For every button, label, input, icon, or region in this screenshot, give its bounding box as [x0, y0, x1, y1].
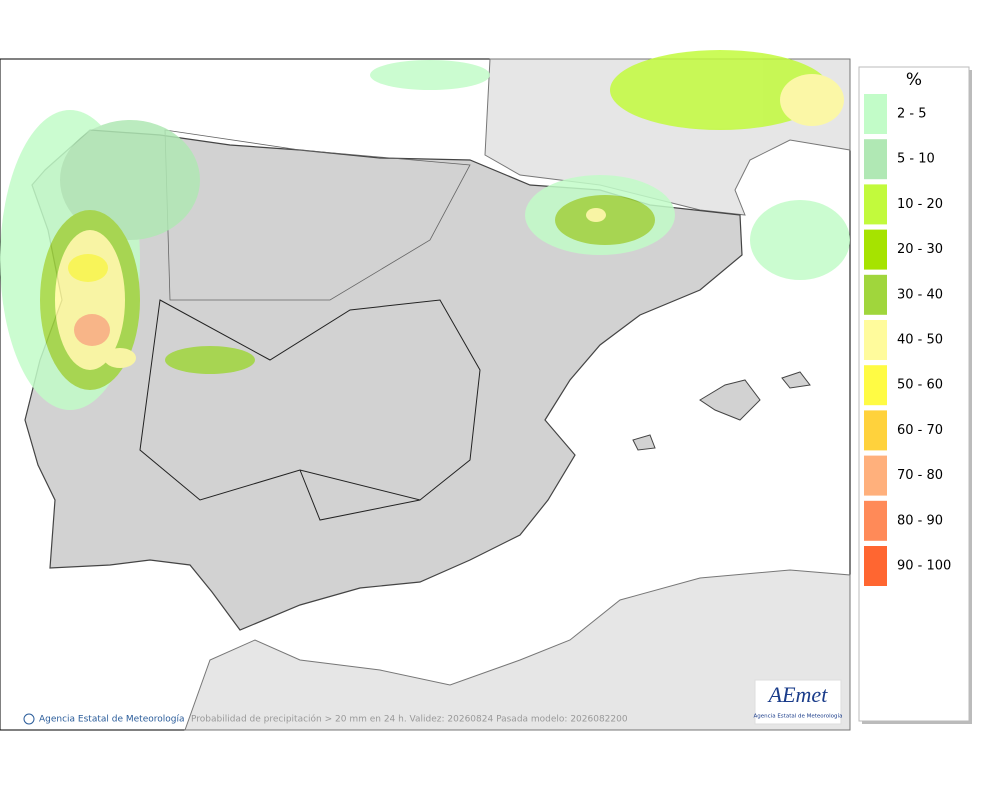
- legend-swatch: [864, 410, 887, 451]
- logo-box: [754, 679, 842, 725]
- legend-swatch: [864, 139, 887, 180]
- legend-label: 20 - 30: [897, 242, 943, 257]
- logo-name: AEmet: [767, 682, 829, 707]
- footer: Agencia Estatal de Meteorología Probabil…: [23, 713, 628, 725]
- copyright-icon: [23, 713, 35, 725]
- legend-swatch: [864, 500, 887, 541]
- caption: Probabilidad de precipitación > 20 mm en…: [191, 714, 628, 725]
- legend-label: 5 - 10: [897, 152, 935, 167]
- legend-label: 10 - 20: [897, 197, 943, 212]
- credit: Agencia Estatal de Meteorología: [39, 715, 185, 725]
- legend-label: 2 - 5: [897, 107, 927, 122]
- logo: AEmet Agencia Estatal de Meteorología: [754, 679, 843, 725]
- menorca: [781, 371, 811, 389]
- mallorca: [699, 379, 761, 421]
- logo-subtitle: Agencia Estatal de Meteorología: [754, 713, 843, 720]
- legend-label: 50 - 60: [897, 378, 943, 393]
- probability-field: [0, 50, 850, 410]
- legend-label: 40 - 50: [897, 333, 943, 348]
- legend-swatch: [864, 546, 887, 586]
- iberia: [24, 129, 743, 631]
- legend-swatch: [864, 455, 887, 496]
- legend-title: %: [906, 70, 922, 90]
- africa: [184, 569, 851, 731]
- legend-swatch: [864, 274, 887, 315]
- legend-label: 30 - 40: [897, 287, 943, 302]
- legend-label: 80 - 90: [897, 513, 943, 528]
- legend-label: 90 - 100: [897, 559, 951, 574]
- borders: [139, 299, 481, 521]
- legend-swatch: [864, 365, 887, 406]
- legend-label: 70 - 80: [897, 468, 943, 483]
- regions: [164, 129, 471, 301]
- legend-label: 60 - 70: [897, 423, 943, 438]
- legend-swatch: [864, 320, 887, 360]
- legend: % 2 - 5 5 - 10 10 - 20 20 - 30 30 - 40 40 - 5…: [858, 66, 972, 724]
- legend-swatch: [864, 184, 887, 225]
- map: [24, 58, 851, 731]
- legend-swatch: [864, 229, 887, 270]
- ibiza: [632, 434, 656, 451]
- legend-swatch: [864, 94, 887, 134]
